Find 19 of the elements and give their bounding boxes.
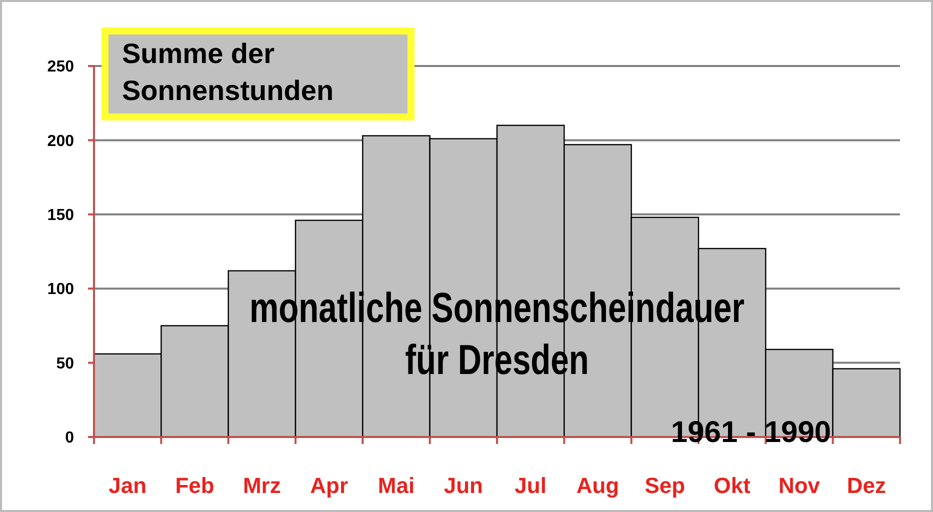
x-tick-label: Nov — [778, 473, 821, 498]
x-tick-label: Okt — [714, 473, 752, 498]
y-tick-label: 100 — [47, 281, 74, 298]
y-tick-label: 150 — [47, 207, 74, 224]
y-tick-label: 200 — [47, 132, 74, 150]
x-tick-label: Sep — [644, 473, 686, 498]
y-tick-label: 250 — [47, 58, 74, 76]
chart-title: Summe der Sonnenstunden — [122, 38, 334, 106]
x-tick-label: Jun — [444, 473, 483, 498]
y-tick-label: 50 — [56, 355, 74, 372]
x-tick-label: Feb — [175, 473, 214, 498]
x-tick-label: Dez — [846, 473, 886, 498]
x-tick-label: Mai — [378, 473, 415, 498]
x-tick-label: Apr — [310, 473, 348, 498]
y-tick-label: 0 — [65, 430, 74, 447]
x-tick-label: Aug — [576, 473, 620, 498]
x-tick-label: Jan — [108, 473, 147, 498]
x-tick-label: Jul — [514, 473, 546, 498]
x-tick-label: Mrz — [242, 473, 281, 498]
